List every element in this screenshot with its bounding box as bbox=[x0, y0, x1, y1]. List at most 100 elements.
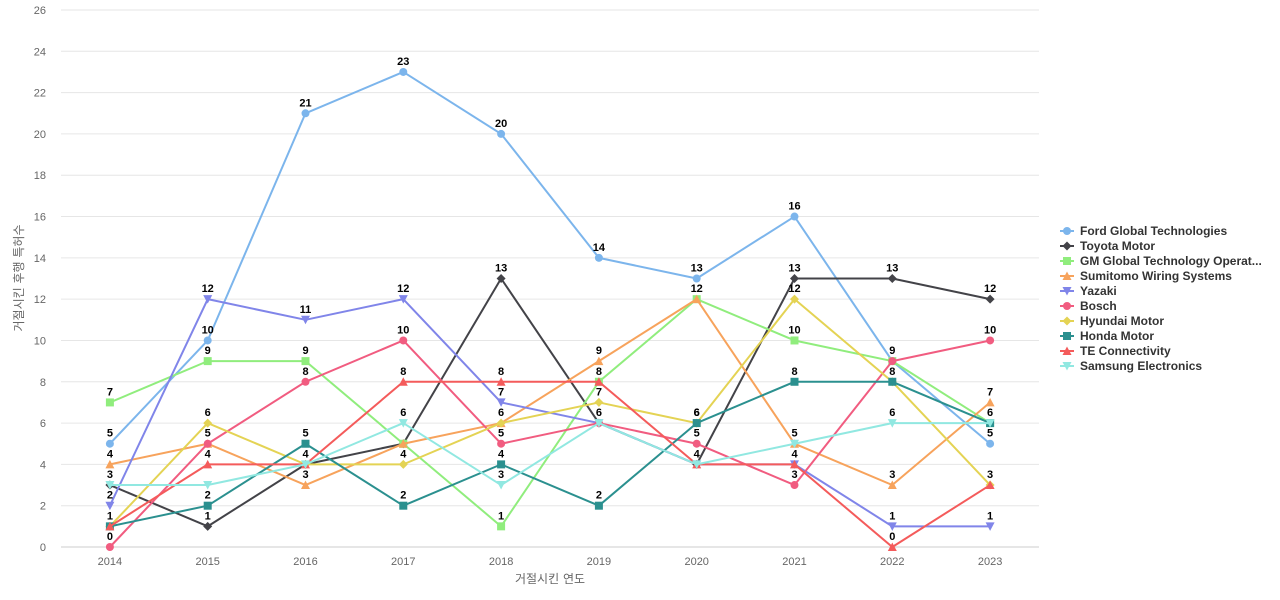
data-point bbox=[594, 501, 603, 510]
data-point bbox=[692, 439, 701, 448]
data-label: 6 bbox=[889, 407, 895, 419]
data-point bbox=[692, 460, 702, 469]
data-label: 3 bbox=[889, 469, 895, 481]
data-point bbox=[985, 419, 995, 428]
data-point bbox=[301, 480, 310, 490]
data-label: 13 bbox=[886, 263, 898, 275]
data-label: 1 bbox=[889, 510, 895, 522]
data-point bbox=[985, 522, 995, 531]
data-label: 4 bbox=[107, 448, 114, 460]
data-point bbox=[105, 543, 114, 551]
data-point bbox=[790, 212, 799, 221]
data-point bbox=[301, 377, 310, 386]
data-point bbox=[203, 357, 212, 366]
legend-marker bbox=[1062, 316, 1072, 326]
legend-marker bbox=[1063, 332, 1071, 340]
legend-item[interactable]: Honda Motor bbox=[1060, 329, 1154, 343]
legend-item[interactable]: Bosch bbox=[1060, 299, 1117, 313]
data-label: 4 bbox=[302, 448, 309, 460]
data-label: 14 bbox=[593, 242, 606, 254]
data-label: 5 bbox=[694, 428, 700, 440]
x-tick-label: 2015 bbox=[195, 556, 219, 568]
y-tick-label: 4 bbox=[40, 459, 46, 471]
data-point bbox=[399, 501, 408, 510]
data-label: 4 bbox=[400, 448, 407, 460]
data-label: 12 bbox=[397, 283, 409, 295]
data-point bbox=[301, 315, 310, 325]
data-label: 6 bbox=[596, 407, 602, 419]
data-label: 2 bbox=[596, 490, 602, 502]
data-point bbox=[790, 294, 799, 304]
data-point bbox=[105, 521, 115, 531]
y-tick-label: 12 bbox=[34, 294, 46, 306]
y-tick-label: 22 bbox=[34, 88, 46, 100]
data-point bbox=[399, 336, 408, 345]
data-label: 1 bbox=[987, 510, 993, 522]
series-line bbox=[108, 277, 992, 528]
data-point bbox=[496, 274, 506, 283]
data-point bbox=[887, 542, 897, 551]
legend-marker bbox=[1062, 346, 1072, 355]
data-point bbox=[887, 419, 897, 428]
data-label: 2 bbox=[107, 490, 113, 502]
data-point bbox=[105, 439, 114, 448]
series-line bbox=[108, 380, 992, 548]
x-tick-label: 2022 bbox=[880, 556, 904, 568]
legend-item[interactable]: Toyota Motor bbox=[1060, 239, 1155, 253]
legend-item[interactable]: TE Connectivity bbox=[1060, 344, 1171, 358]
data-label: 12 bbox=[202, 283, 214, 295]
legend-marker bbox=[1062, 362, 1072, 371]
data-label: 9 bbox=[596, 345, 602, 357]
legend-item[interactable]: Sumitomo Wiring Systems bbox=[1060, 269, 1232, 283]
data-point bbox=[105, 501, 115, 511]
data-label: 5 bbox=[791, 428, 797, 440]
data-point bbox=[790, 336, 799, 345]
data-point bbox=[301, 357, 310, 366]
data-point bbox=[398, 295, 408, 304]
data-point bbox=[986, 439, 995, 448]
legend-label: TE Connectivity bbox=[1080, 344, 1171, 358]
data-label: 8 bbox=[596, 366, 602, 378]
data-point bbox=[105, 481, 115, 490]
data-label: 5 bbox=[498, 428, 504, 440]
series-6 bbox=[105, 294, 995, 531]
legend-item[interactable]: Yazaki bbox=[1060, 284, 1117, 298]
x-tick-label: 2016 bbox=[293, 556, 317, 568]
data-point bbox=[496, 418, 506, 428]
y-tick-label: 2 bbox=[40, 501, 46, 513]
legend-item[interactable]: Hyundai Motor bbox=[1060, 314, 1164, 328]
y-tick-label: 8 bbox=[40, 377, 46, 389]
data-label: 5 bbox=[205, 428, 211, 440]
data-label: 5 bbox=[987, 428, 993, 440]
data-point bbox=[105, 459, 115, 469]
series-line bbox=[108, 422, 992, 487]
data-point bbox=[594, 419, 604, 428]
data-label: 7 bbox=[498, 386, 504, 398]
data-point bbox=[496, 377, 506, 386]
data-label: 4 bbox=[694, 448, 701, 460]
legend-label: GM Global Technology Operat... bbox=[1080, 254, 1262, 268]
data-point bbox=[985, 480, 995, 490]
data-point bbox=[398, 439, 408, 448]
x-tick-label: 2018 bbox=[489, 556, 513, 568]
series-5 bbox=[105, 336, 995, 551]
data-point bbox=[887, 274, 897, 283]
data-label: 6 bbox=[498, 407, 504, 419]
data-point bbox=[888, 357, 897, 366]
legend-marker bbox=[1063, 302, 1071, 310]
legend-item[interactable]: Samsung Electronics bbox=[1060, 359, 1202, 373]
series-line bbox=[108, 70, 992, 445]
legend-item[interactable]: GM Global Technology Operat... bbox=[1060, 254, 1262, 268]
data-label: 21 bbox=[299, 97, 311, 109]
data-point bbox=[497, 439, 506, 448]
x-axis: 2014 2015 2016 2017 2018 2019 2020 2021 2022 2023 bbox=[98, 556, 1003, 568]
legend-item[interactable]: Ford Global Technologies bbox=[1060, 224, 1227, 238]
y-tick-label: 18 bbox=[34, 170, 46, 182]
data-label: 8 bbox=[400, 366, 406, 378]
data-label: 4 bbox=[205, 448, 212, 460]
data-point bbox=[888, 377, 897, 386]
